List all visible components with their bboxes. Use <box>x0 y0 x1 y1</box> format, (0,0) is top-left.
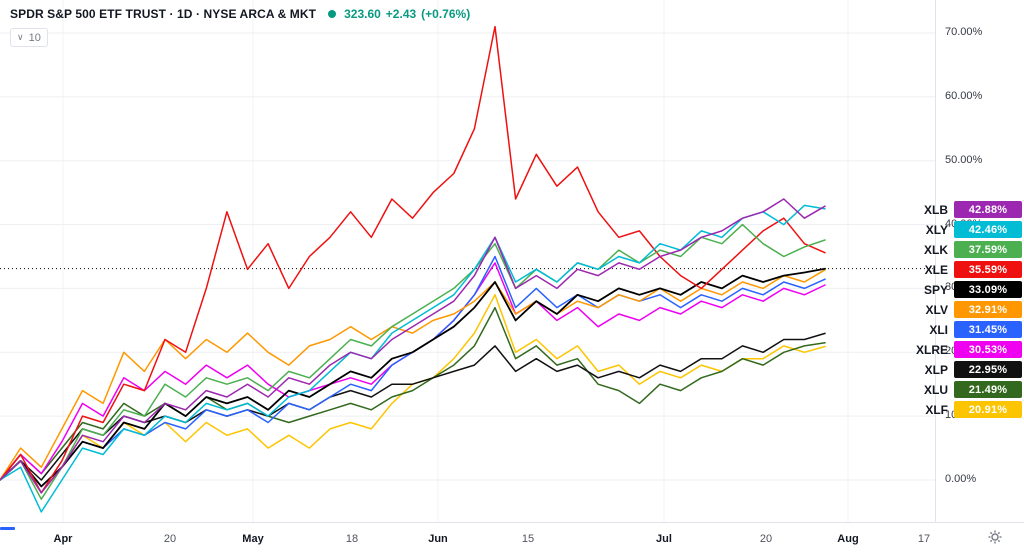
series-line-xlv[interactable] <box>0 269 826 481</box>
series-line-spy[interactable] <box>0 267 826 488</box>
time-scale-label: 20 <box>759 533 773 545</box>
chevron-down-icon: ∨ <box>17 32 24 42</box>
series-line-xle[interactable] <box>0 25 826 494</box>
time-scale[interactable]: Apr 20 May 18 Jun 15 Jul 20 Aug 17 <box>0 522 1024 558</box>
price-values: 323.60 +2.43 (+0.76%) <box>344 6 470 22</box>
price-scale-label: 70.00% <box>945 25 983 38</box>
series-line-xlf[interactable] <box>0 294 826 494</box>
market-status-dot-icon <box>328 10 337 18</box>
price-scale-label: 10.00% <box>945 409 983 422</box>
time-scale-label: Apr <box>53 533 73 545</box>
time-scale-label: 18 <box>345 533 359 545</box>
time-scale-label: Jul <box>656 533 672 545</box>
price-scale-label: 50.00% <box>945 153 983 166</box>
price-change: +2.43 <box>385 7 417 21</box>
time-scale-label: Aug <box>837 533 859 545</box>
time-scale-label: Jun <box>428 533 448 545</box>
price-scale-label: 30.00% <box>945 281 983 294</box>
price-scale-label: 0.00% <box>945 473 977 485</box>
series-line-xlu[interactable] <box>0 306 826 481</box>
time-scale-label: May <box>242 533 264 545</box>
price-scale[interactable]: 70.00% 60.00% 50.00% 40.00% 30.00% 20.00% 10.0… <box>935 0 1024 522</box>
time-scale-label: 15 <box>521 533 535 545</box>
series-line-xlk[interactable] <box>0 223 826 500</box>
series-line-xlb[interactable] <box>0 198 826 494</box>
time-axis-marker <box>0 527 15 530</box>
price-change-percent: (+0.76%) <box>421 7 471 21</box>
gear-icon[interactable] <box>988 530 1002 544</box>
chart-legend: SPDR S&P 500 ETF TRUST · 1D · NYSE ARCA … <box>10 6 470 47</box>
legend-collapse-toggle[interactable]: ∨ 10 <box>10 28 48 47</box>
symbol-title[interactable]: SPDR S&P 500 ETF TRUST · 1D · NYSE ARCA … <box>10 7 317 21</box>
time-scale-label: 20 <box>163 533 177 545</box>
price-scale-label: 60.00% <box>945 89 983 102</box>
last-price: 323.60 <box>344 7 381 21</box>
indicator-count: 10 <box>28 31 41 44</box>
series-line-xly[interactable] <box>0 204 826 513</box>
series-line-xlp[interactable] <box>0 332 826 481</box>
price-scale-label: 40.00% <box>945 217 983 230</box>
series-line-xli[interactable] <box>0 255 826 488</box>
time-scale-label: 17 <box>917 533 931 545</box>
price-scale-label: 20.00% <box>945 345 983 358</box>
legend-title-row: SPDR S&P 500 ETF TRUST · 1D · NYSE ARCA … <box>10 6 470 22</box>
